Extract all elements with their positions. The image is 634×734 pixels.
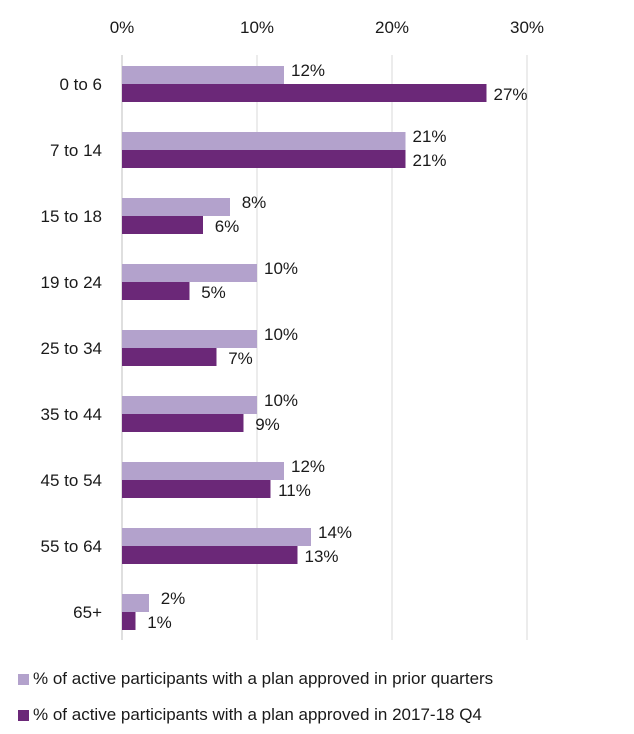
bar-series1-65: [122, 594, 149, 612]
bar-series1-55-to-64: [122, 528, 311, 546]
data-label-series1-65: 2%: [161, 589, 186, 608]
data-label-series2-7-to-14: 21%: [412, 151, 446, 170]
x-tick-label: 20%: [375, 18, 409, 37]
data-label-series1-45-to-54: 12%: [291, 457, 325, 476]
category-label-25-to-34: 25 to 34: [41, 339, 102, 358]
x-tick-label: 0%: [110, 18, 135, 37]
bar-series2-0-to-6: [122, 84, 487, 102]
data-label-series1-0-to-6: 12%: [291, 61, 325, 80]
bar-series1-19-to-24: [122, 264, 257, 282]
category-label-35-to-44: 35 to 44: [41, 405, 102, 424]
bar-chart: 0% 10% 20% 30% 0 to 6 7 to 14 15 to 18 19 to 2…: [41, 18, 544, 640]
bar-series2-7-to-14: [122, 150, 406, 168]
bar-series2-55-to-64: [122, 546, 298, 564]
data-label-series2-19-to-24: 5%: [201, 283, 226, 302]
category-label-15-to-18: 15 to 18: [41, 207, 102, 226]
data-label-series1-35-to-44: 10%: [264, 391, 298, 410]
data-label-series2-35-to-44: 9%: [255, 415, 280, 434]
category-label-19-to-24: 19 to 24: [41, 273, 102, 292]
legend-swatch-2017-18-q4: [18, 709, 29, 721]
x-axis-ticks: 0% 10% 20% 30%: [110, 18, 544, 37]
data-label-series1-25-to-34: 10%: [264, 325, 298, 344]
legend-item-prior-quarters: % of active participants with a plan app…: [18, 669, 493, 689]
data-label-series1-19-to-24: 10%: [264, 259, 298, 278]
legend-swatch-prior-quarters: [18, 673, 29, 685]
data-label-series2-45-to-54: 11%: [278, 481, 311, 500]
bar-series1-15-to-18: [122, 198, 230, 216]
x-tick-label: 30%: [510, 18, 544, 37]
data-label-series1-55-to-64: 14%: [318, 523, 352, 542]
category-label-55-to-64: 55 to 64: [41, 537, 102, 556]
data-label-series2-0-to-6: 27%: [493, 85, 527, 104]
data-label-series2-25-to-34: 7%: [228, 349, 253, 368]
data-label-series1-7-to-14: 21%: [412, 127, 446, 146]
data-labels: 12% 21% 8% 10% 10% 10% 12% 14% 2% 27% 21% 6% 5% 7% 9% 1…: [147, 61, 527, 632]
bar-series1-7-to-14: [122, 132, 406, 150]
bar-series2-45-to-54: [122, 480, 271, 498]
bar-series2-25-to-34: [122, 348, 217, 366]
x-tick-label: 10%: [240, 18, 274, 37]
data-label-series2-55-to-64: 13%: [304, 547, 338, 566]
bar-series2-65: [122, 612, 136, 630]
category-labels: 0 to 6 7 to 14 15 to 18 19 to 24 25 to 34 35 …: [41, 75, 103, 622]
legend-label-2017-18-q4: % of active participants with a plan app…: [33, 705, 482, 724]
data-label-series1-15-to-18: 8%: [242, 193, 267, 212]
category-label-0-to-6: 0 to 6: [59, 75, 102, 94]
data-label-series2-65: 1%: [147, 613, 172, 632]
category-label-65: 65+: [73, 603, 102, 622]
bar-series2-19-to-24: [122, 282, 190, 300]
bar-series1-0-to-6: [122, 66, 284, 84]
legend-item-2017-18-q4: % of active participants with a plan app…: [18, 705, 482, 725]
bars: [122, 66, 487, 630]
legend-label-prior-quarters: % of active participants with a plan app…: [33, 669, 494, 688]
bar-series2-35-to-44: [122, 414, 244, 432]
bar-series2-15-to-18: [122, 216, 203, 234]
bar-series1-25-to-34: [122, 330, 257, 348]
category-label-7-to-14: 7 to 14: [50, 141, 102, 160]
bar-series1-45-to-54: [122, 462, 284, 480]
data-label-series2-15-to-18: 6%: [215, 217, 240, 236]
category-label-45-to-54: 45 to 54: [41, 471, 102, 490]
bar-series1-35-to-44: [122, 396, 257, 414]
